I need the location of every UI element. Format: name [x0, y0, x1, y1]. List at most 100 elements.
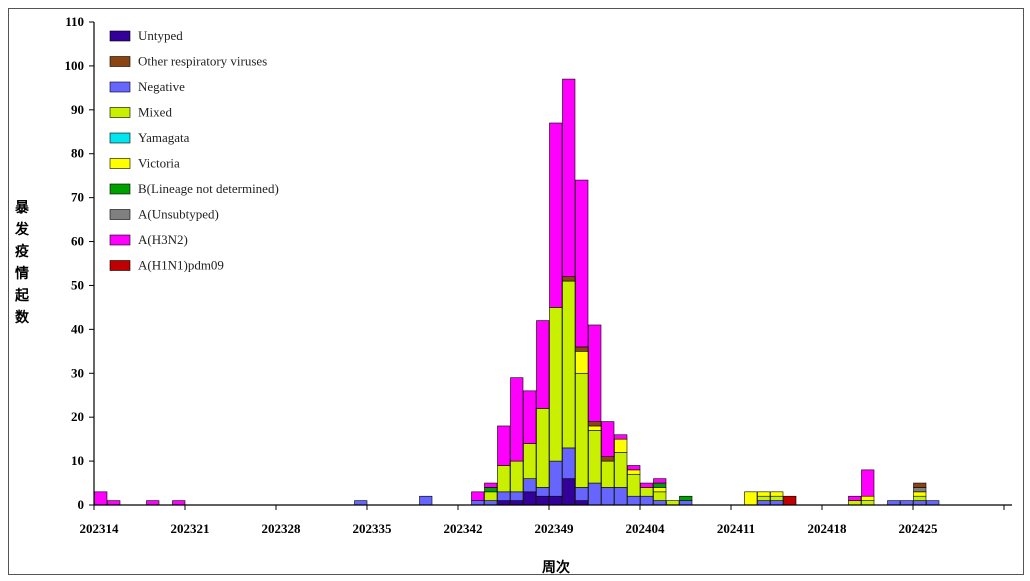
bar-segment	[510, 377, 524, 462]
bar-segment	[575, 372, 589, 488]
bar-segment	[419, 495, 433, 506]
bar-segment	[549, 495, 563, 506]
bar-segment	[588, 482, 602, 506]
bar-segment	[588, 425, 602, 431]
bar-segment	[601, 421, 615, 457]
bar-segment	[913, 500, 927, 506]
bar-segment	[94, 491, 108, 506]
bar-segment	[614, 438, 628, 453]
bar-segment	[640, 495, 654, 506]
y-axis-label-char: 数	[15, 309, 30, 326]
legend-label: Untyped	[138, 28, 183, 43]
x-tick-label: 202425	[899, 521, 939, 536]
bar-segment	[497, 425, 511, 466]
bar-segment	[757, 500, 771, 506]
y-axis-ticks: 0 10 20 30 40 50 60 70 80 90 100 110	[65, 14, 94, 512]
bar-segment	[536, 408, 550, 488]
bar-segment	[549, 307, 563, 462]
bar-segment	[679, 495, 693, 501]
bar-segment	[601, 460, 615, 488]
bar-segment	[107, 500, 121, 506]
bar-segment	[666, 500, 680, 506]
bar-segment	[601, 456, 615, 462]
bar-segment	[861, 500, 875, 506]
bar-segment	[536, 487, 550, 497]
bar-segment	[484, 500, 498, 506]
bar-segment	[770, 500, 784, 506]
bar-segment	[354, 500, 368, 506]
bar-segment	[900, 500, 914, 506]
y-axis-label-char: 暴	[14, 200, 30, 216]
bar-segment	[575, 487, 589, 501]
y-tick-label: 80	[71, 146, 84, 161]
bar-segment	[484, 482, 498, 488]
y-tick-label: 40	[71, 321, 84, 336]
bar-segment	[627, 469, 641, 475]
legend-label: A(Unsubtyped)	[138, 207, 219, 222]
bar-segment	[172, 500, 186, 506]
bar-segment	[770, 495, 784, 501]
x-tick-label: 202418	[808, 521, 848, 536]
legend-swatch	[109, 260, 131, 271]
bar-segment	[653, 482, 667, 488]
x-tick-label: 202404	[626, 521, 666, 536]
y-axis-label-char: 情	[15, 265, 29, 282]
bar-segment	[497, 465, 511, 493]
legend-swatch	[109, 81, 131, 93]
bars-layer	[94, 78, 940, 506]
bar-segment	[484, 487, 498, 493]
bar-segment	[861, 495, 875, 501]
bar-segment	[575, 351, 589, 374]
y-tick-label: 70	[71, 190, 84, 205]
bar-segment	[562, 447, 576, 479]
legend-label: Yamagata	[138, 130, 190, 145]
legend-swatch	[109, 183, 131, 195]
bar-segment	[523, 390, 537, 444]
bar-segment	[471, 500, 485, 506]
legend-swatch	[109, 234, 131, 246]
bar-segment	[549, 122, 563, 308]
axes	[93, 22, 1012, 506]
bar-segment	[627, 495, 641, 506]
x-tick-label: 202335	[353, 521, 393, 536]
bar-segment	[861, 469, 875, 497]
bar-segment	[679, 500, 693, 506]
bar-segment	[627, 465, 641, 471]
bar-segment	[497, 500, 511, 506]
bar-segment	[536, 495, 550, 506]
y-axis-label-char: 起	[14, 287, 30, 304]
x-tick-label: 202349	[535, 521, 575, 536]
legend-label: Other respiratory viruses	[138, 54, 267, 69]
y-axis-label-char: 发	[14, 221, 30, 238]
bar-segment	[523, 443, 537, 479]
bar-segment	[588, 324, 602, 422]
chart-frame	[8, 8, 1024, 575]
bar-segment	[640, 482, 654, 488]
legend-label: B(Lineage not determined)	[138, 181, 279, 196]
bar-segment	[497, 491, 511, 501]
bar-segment	[783, 495, 797, 506]
y-tick-label: 60	[71, 234, 84, 249]
bar-segment	[601, 487, 615, 506]
bar-segment	[653, 491, 667, 501]
legend-swatch	[109, 158, 131, 169]
bar-segment	[640, 487, 654, 497]
bar-segment	[510, 491, 524, 501]
bar-segment	[523, 491, 537, 506]
bar-segment	[562, 280, 576, 449]
bar-segment	[588, 421, 602, 427]
legend-label: A(H3N2)	[138, 232, 188, 247]
x-tick-label: 202342	[444, 521, 483, 536]
legend-swatch	[109, 209, 131, 220]
bar-segment	[562, 78, 576, 277]
y-tick-label: 100	[65, 58, 85, 73]
x-tick-label: 202411	[717, 521, 755, 536]
bar-segment	[549, 460, 563, 497]
legend-swatch	[109, 56, 131, 67]
bar-segment	[926, 500, 940, 506]
bar-segment	[562, 478, 576, 506]
y-tick-label: 0	[78, 497, 85, 512]
bar-segment	[614, 434, 628, 440]
legend-swatch	[109, 30, 131, 42]
